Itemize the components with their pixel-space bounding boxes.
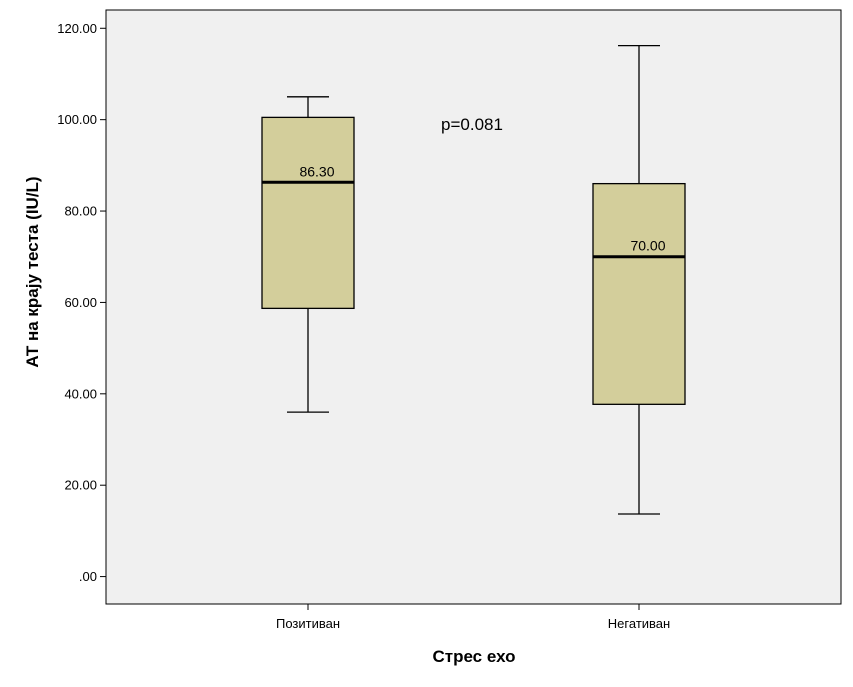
y-tick-label: 40.00 (64, 386, 97, 401)
iqr-box (592, 182, 686, 405)
x-tick-label: Позитиван (276, 616, 340, 631)
x-tick-label: Негативан (608, 616, 670, 631)
y-tick-label: .00 (79, 569, 97, 584)
median-label: 70.00 (630, 238, 665, 254)
p-value-annotation: p=0.081 (441, 115, 503, 134)
y-tick-label: 20.00 (64, 478, 97, 493)
box-2: 70.00 (592, 44, 686, 515)
y-axis: .00 20.00 40.00 60.00 80.00 100.00 120.00 (57, 21, 106, 584)
y-axis-title: АТ на крају теста (IU/L) (23, 176, 42, 367)
y-tick-label: 100.00 (57, 112, 97, 127)
x-axis-title: Стрес ехо (432, 647, 515, 666)
iqr-box (261, 116, 355, 310)
y-tick-label: 60.00 (64, 295, 97, 310)
plot-area (105, 9, 842, 605)
boxes: 86.30 70.00 (261, 44, 686, 515)
x-axis: Позитиван Негативан (276, 604, 670, 631)
y-tick-label: 120.00 (57, 21, 97, 36)
median-label: 86.30 (299, 163, 334, 179)
y-tick-label: 80.00 (64, 204, 97, 219)
box-1: 86.30 (261, 96, 355, 413)
